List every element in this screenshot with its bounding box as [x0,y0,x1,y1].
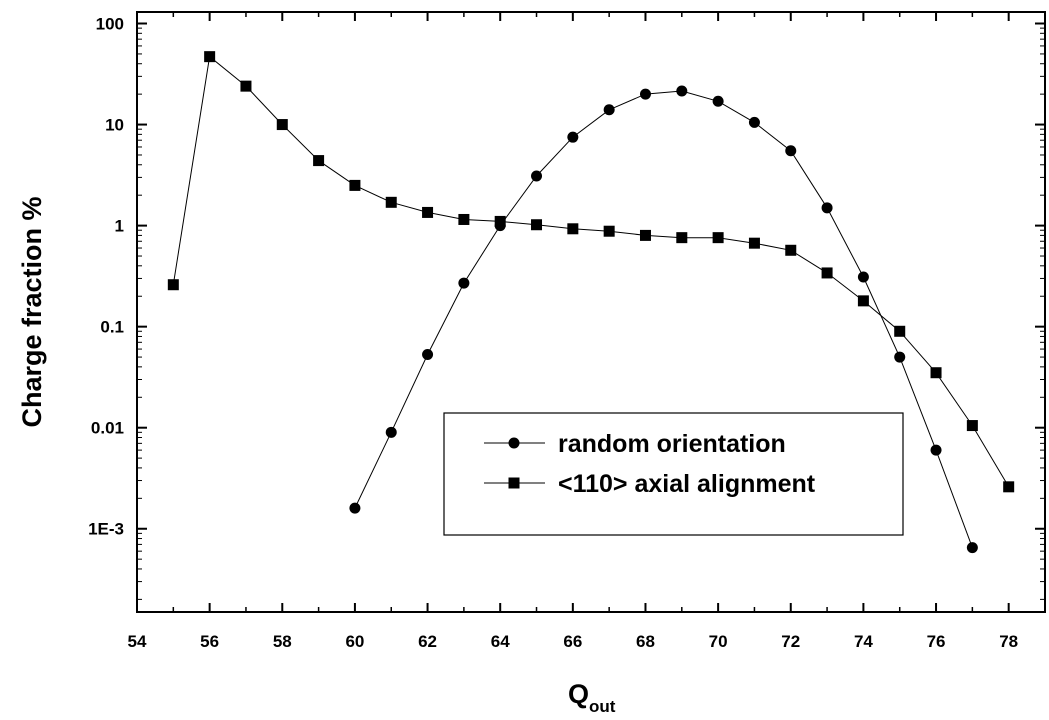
y-axis-title: Charge fraction % [17,196,47,427]
data-point-square [458,213,470,225]
legend-marker-random [508,437,520,449]
data-point-square [748,237,760,249]
x-tick-label: 62 [418,632,437,651]
x-tick-label: 64 [491,632,510,651]
data-point-circle [748,116,760,128]
data-point-square [603,225,615,237]
plot-frame [136,11,1046,613]
legend-label-aligned: <110> axial alignment [558,470,816,498]
data-point-square [930,367,942,379]
data-point-square [1003,481,1015,493]
data-point-circle [857,271,869,283]
data-point-circle [458,277,470,289]
data-point-square [785,244,797,256]
data-point-square [494,215,506,227]
data-point-square [276,119,288,131]
x-tick-label: 74 [854,632,873,651]
legend-marker-aligned [508,477,520,489]
data-point-circle [422,349,434,361]
data-point-square [676,232,688,244]
data-point-square [422,206,434,218]
data-point-square [894,325,906,337]
data-point-square [313,155,325,167]
data-point-square [712,232,724,244]
y-tick-label: 0.1 [100,318,124,337]
y-tick-label: 0.01 [91,419,124,438]
data-point-square [567,223,579,235]
y-tick-label: 1E-3 [88,520,124,539]
data-point-circle [894,351,906,363]
data-point-square [531,219,543,231]
data-point-circle [639,88,651,100]
y-axis-ticks: 1E-3 0.01 0.1 1 10 100 [88,15,1045,600]
series-layer [167,51,1015,554]
data-point-circle [930,444,942,456]
data-point-circle [676,85,688,97]
y-tick-label: 10 [105,116,124,135]
x-tick-label: 60 [345,632,364,651]
x-tick-label: 54 [128,632,147,651]
x-tick-label: 78 [999,632,1018,651]
x-tick-label: 68 [636,632,655,651]
x-tick-label: 66 [563,632,582,651]
data-point-circle [821,202,833,214]
series-line-0 [354,90,973,548]
legend: random orientation <110> axial alignment [443,412,904,536]
x-axis-title: Q [568,679,589,709]
data-point-square [821,267,833,279]
legend-label-random: random orientation [558,430,786,458]
x-tick-label: 70 [709,632,728,651]
data-point-circle [385,426,397,438]
x-axis-ticks: 54 56 58 60 62 64 66 68 70 72 74 76 78 [128,12,1046,651]
legend-box [443,412,904,536]
data-point-square [639,229,651,241]
data-point-circle [966,542,978,554]
data-point-square [966,420,978,432]
data-point-square [385,196,397,208]
data-point-circle [531,170,543,182]
y-tick-label: 1 [115,217,124,236]
x-tick-label: 58 [273,632,292,651]
x-tick-label: 72 [781,632,800,651]
data-point-circle [349,502,361,514]
series-line-1 [172,55,1010,488]
data-point-square [240,80,252,92]
x-tick-label: 56 [200,632,219,651]
data-point-circle [712,95,724,107]
data-point-square [349,179,361,191]
data-point-square [167,279,179,291]
x-axis-title-subscript: out [589,697,616,716]
data-point-square [204,51,216,63]
data-point-circle [785,145,797,157]
y-tick-label: 100 [96,15,124,34]
data-point-circle [603,104,615,116]
x-tick-label: 76 [927,632,946,651]
data-point-square [857,295,869,307]
data-point-circle [567,131,579,143]
